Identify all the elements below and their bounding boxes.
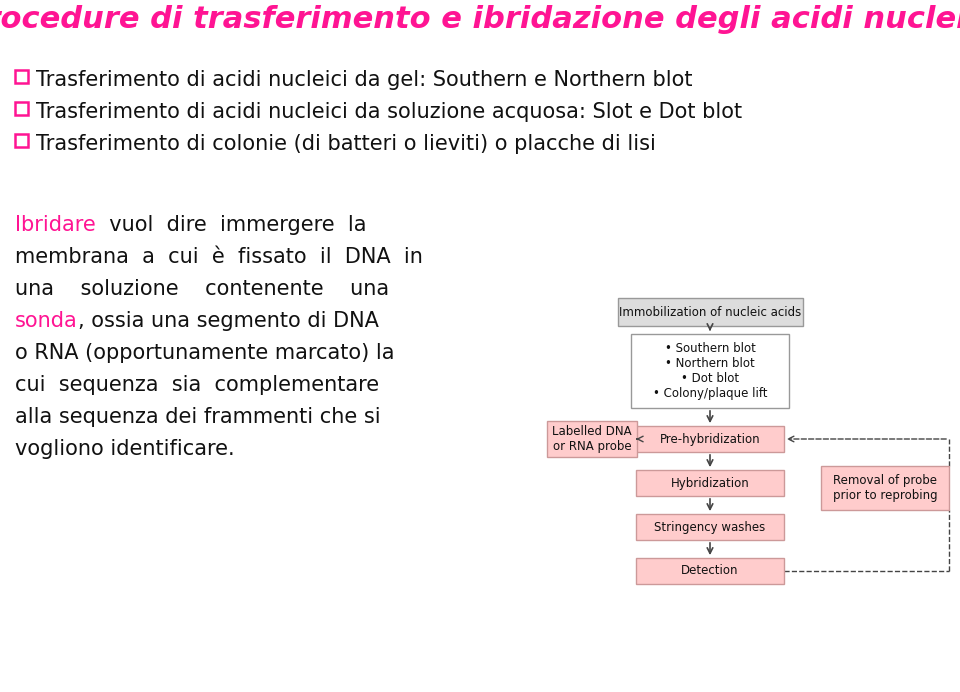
FancyBboxPatch shape bbox=[631, 334, 789, 408]
Text: Detection: Detection bbox=[682, 565, 739, 578]
Text: Immobilization of nucleic acids: Immobilization of nucleic acids bbox=[619, 305, 802, 318]
Text: una    soluzione    contenente    una: una soluzione contenente una bbox=[15, 279, 389, 299]
Text: sonda: sonda bbox=[15, 311, 78, 331]
Text: Procedure di trasferimento e ibridazione degli acidi nucleici: Procedure di trasferimento e ibridazione… bbox=[0, 5, 960, 34]
Text: vogliono identificare.: vogliono identificare. bbox=[15, 439, 234, 459]
Text: Trasferimento di acidi nucleici da gel: Southern e Northern blot: Trasferimento di acidi nucleici da gel: … bbox=[36, 70, 692, 90]
Text: • Southern blot
• Northern blot
• Dot blot
• Colony/plaque lift: • Southern blot • Northern blot • Dot bl… bbox=[653, 342, 767, 400]
FancyBboxPatch shape bbox=[547, 421, 637, 457]
Text: o RNA (opportunamente marcato) la: o RNA (opportunamente marcato) la bbox=[15, 343, 395, 363]
Text: Pre-hybridization: Pre-hybridization bbox=[660, 432, 760, 446]
Text: vuol  dire  immergere  la: vuol dire immergere la bbox=[96, 215, 367, 235]
Bar bbox=[15, 70, 28, 83]
Text: Trasferimento di acidi nucleici da soluzione acquosa: Slot e Dot blot: Trasferimento di acidi nucleici da soluz… bbox=[36, 102, 742, 122]
Text: Hybridization: Hybridization bbox=[671, 477, 750, 489]
Text: membrana  a  cui  è  fissato  il  DNA  in: membrana a cui è fissato il DNA in bbox=[15, 247, 422, 267]
Text: Labelled DNA
or RNA probe: Labelled DNA or RNA probe bbox=[552, 425, 632, 453]
FancyBboxPatch shape bbox=[636, 514, 784, 540]
FancyBboxPatch shape bbox=[636, 470, 784, 496]
FancyBboxPatch shape bbox=[821, 466, 949, 510]
FancyBboxPatch shape bbox=[636, 558, 784, 584]
Text: cui  sequenza  sia  complementare: cui sequenza sia complementare bbox=[15, 375, 379, 395]
Bar bbox=[15, 134, 28, 147]
Text: Ibridare: Ibridare bbox=[15, 215, 96, 235]
Bar bbox=[15, 102, 28, 115]
Text: Trasferimento di colonie (di batteri o lieviti) o placche di lisi: Trasferimento di colonie (di batteri o l… bbox=[36, 134, 656, 154]
Text: Stringency washes: Stringency washes bbox=[655, 520, 766, 534]
Text: alla sequenza dei frammenti che si: alla sequenza dei frammenti che si bbox=[15, 407, 380, 427]
Text: Removal of probe
prior to reprobing: Removal of probe prior to reprobing bbox=[832, 474, 937, 502]
FancyBboxPatch shape bbox=[636, 426, 784, 452]
FancyBboxPatch shape bbox=[617, 298, 803, 326]
Text: , ossia una segmento di DNA: , ossia una segmento di DNA bbox=[78, 311, 378, 331]
